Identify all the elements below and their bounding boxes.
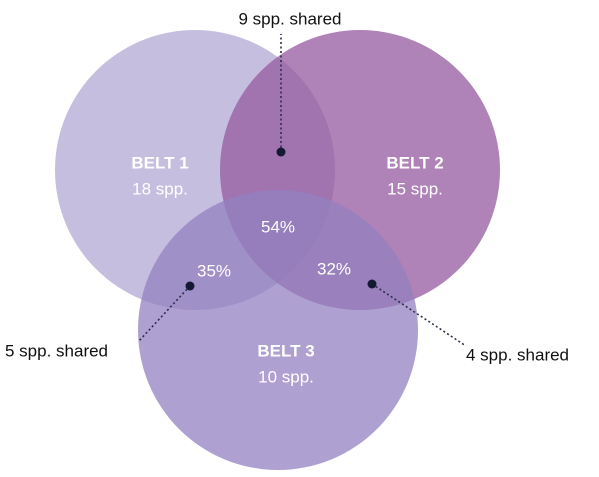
circle-belt-3 — [138, 190, 418, 470]
dot — [367, 279, 377, 289]
set-count: 10 spp. — [258, 367, 314, 386]
callout: 5 spp. shared — [5, 341, 108, 360]
set-label: BELT 2 — [386, 153, 443, 172]
set-label: BELT 3 — [257, 341, 314, 360]
callout: 9 spp. shared — [238, 9, 341, 28]
dot — [276, 147, 286, 157]
leader-line — [137, 285, 191, 343]
callout: 4 spp. shared — [466, 345, 569, 364]
overlap-percent: 54% — [261, 217, 295, 236]
set-label: BELT 1 — [131, 153, 188, 172]
set-count: 18 spp. — [132, 179, 188, 198]
leader-line — [371, 283, 467, 347]
overlap-percent: 35% — [197, 261, 231, 280]
set-count: 15 spp. — [387, 179, 443, 198]
dot — [185, 281, 195, 291]
overlap-percent: 32% — [317, 259, 351, 278]
